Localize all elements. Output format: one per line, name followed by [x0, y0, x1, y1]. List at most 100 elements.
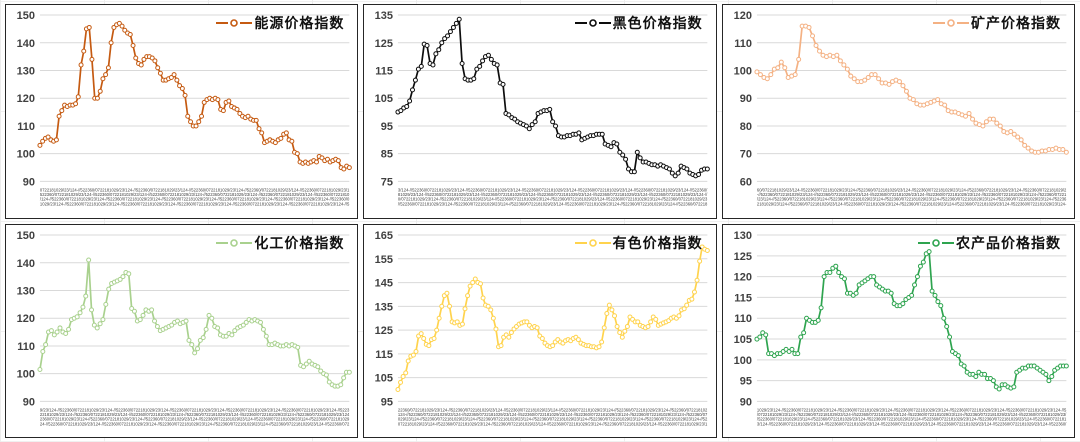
svg-text:155: 155 — [375, 253, 393, 265]
svg-text:135: 135 — [375, 10, 393, 22]
line-chart-minerals: 60 70 80 90 100 110 120 60/0722181029/23/124-//… — [733, 10, 1069, 206]
legend-label: 能源价格指数 — [254, 15, 345, 31]
svg-text:135: 135 — [375, 301, 393, 313]
svg-text:-//522360/0722181029/23/124-//: -//522360/0722181029/23/124-//522360/072… — [757, 192, 1067, 197]
svg-text:150: 150 — [17, 10, 35, 22]
svg-text:3/124-//522360/0722181029/23/1: 3/124-//522360/0722181029/23/124-//52236… — [757, 421, 1067, 426]
legend-line-marker-icon — [574, 19, 611, 27]
legend-label: 有色价格指数 — [612, 234, 703, 251]
line-chart-agriculture: 90 95 100 105 110 115 120 125 130 1029/23/124-//5… — [733, 230, 1069, 426]
svg-text:70: 70 — [739, 149, 751, 161]
svg-text:2360/0722181029/23/124-//52236: 2360/0722181029/23/124-//522360/07221810… — [40, 416, 350, 421]
svg-text:110: 110 — [734, 313, 752, 325]
svg-text:2181029/23/124-//522360/072218: 2181029/23/124-//522360/0722181029/23/12… — [757, 201, 1067, 206]
svg-text:9/23/124-//522360/0722181029/2: 9/23/124-//522360/0722181029/23/124-//52… — [40, 407, 350, 412]
legend-label: 农产品价格指数 — [956, 234, 1061, 251]
svg-text:/522360/0722181029/23/124-//52: /522360/0722181029/23/124-//522360/07221… — [757, 416, 1067, 421]
svg-text:165: 165 — [375, 230, 393, 242]
svg-text:95: 95 — [381, 396, 393, 408]
svg-text:75: 75 — [381, 176, 393, 188]
svg-text:120: 120 — [17, 313, 35, 325]
svg-text:522360/0722181029/23/124-//522: 522360/0722181029/23/124-//522360/072218… — [40, 192, 350, 197]
svg-text:22181029/23/124-//522360/07221: 22181029/23/124-//522360/0722181029/23/1… — [40, 412, 350, 417]
svg-text:150: 150 — [17, 230, 35, 242]
svg-text:22360/0722181029/23/124-//5223: 22360/0722181029/23/124-//522360/0722181… — [398, 407, 708, 412]
legend-nonferrous: 有色价格指数 — [574, 233, 703, 253]
svg-text:100: 100 — [17, 149, 35, 161]
legend-chemicals: 化工价格指数 — [215, 233, 344, 253]
chart-panel-nonferrous: 有色价格指数 95 105 115 125 135 145 155 165 22360/0722… — [363, 223, 717, 438]
legend-minerals: 矿产价格指数 — [932, 13, 1061, 33]
svg-text:115: 115 — [376, 348, 394, 360]
svg-text:80: 80 — [739, 121, 751, 133]
svg-text:125: 125 — [733, 250, 751, 262]
svg-text:60: 60 — [739, 176, 751, 188]
svg-text:0/0722181029/23/124-//522360/0: 0/0722181029/23/124-//522360/0722181029/… — [398, 197, 708, 202]
line-chart-ferrous: 75 85 95 105 115 125 135 3/124-//522360/0722181… — [375, 10, 711, 206]
svg-text:24-//522360/0722181029/23/124-: 24-//522360/0722181029/23/124-//522360/0… — [40, 421, 350, 426]
svg-text:95: 95 — [739, 375, 751, 387]
svg-text:0722181029/23/124-//522360/072: 0722181029/23/124-//522360/0722181029/23… — [398, 421, 708, 426]
svg-text:/23/124-//522360/0722181029/23: /23/124-//522360/0722181029/23/124-//522… — [757, 197, 1067, 202]
svg-text:115: 115 — [734, 292, 752, 304]
svg-text:140: 140 — [17, 257, 35, 269]
svg-text:1029/23/124-//522360/072218102: 1029/23/124-//522360/0722181029/23/124-/… — [40, 201, 350, 206]
legend-line-marker-icon — [216, 19, 253, 27]
svg-text:145: 145 — [375, 277, 393, 289]
svg-text:110: 110 — [17, 340, 35, 352]
legend-energy: 能源价格指数 — [215, 13, 344, 33]
svg-text:110: 110 — [734, 38, 752, 50]
svg-text:110: 110 — [17, 121, 35, 133]
svg-text:100: 100 — [733, 354, 751, 366]
legend-line-marker-icon — [216, 238, 253, 247]
svg-text:/124-//522360/0722181029/23/12: /124-//522360/0722181029/23/124-//522360… — [40, 197, 350, 202]
svg-text:130: 130 — [733, 230, 751, 242]
line-chart-chemicals: 90 100 110 120 130 140 150 9/23/124-//522360/07… — [17, 230, 352, 426]
svg-text:81029/23/124-//522360/07221810: 81029/23/124-//522360/0722181029/23/124-… — [398, 192, 708, 197]
chart-panel-ferrous: 黑色价格指数 75 85 95 105 115 125 135 3/124-//522360/… — [363, 4, 717, 219]
svg-text://522360/0722181029/23/124-//5: //522360/0722181029/23/124-//522360/0722… — [398, 201, 708, 206]
svg-text:130: 130 — [17, 285, 35, 297]
svg-text:1029/23/124-//522360/072218102: 1029/23/124-//522360/0722181029/23/124-/… — [757, 407, 1067, 412]
svg-text:3/124-//522360/0722181029/23/1: 3/124-//522360/0722181029/23/124-//52236… — [398, 187, 708, 192]
svg-text:130: 130 — [17, 65, 35, 77]
legend-label: 化工价格指数 — [254, 234, 345, 251]
chart-panel-chemicals: 化工价格指数 90 100 110 120 130 140 150 9/23/124-//52… — [5, 223, 359, 438]
legend-label: 黑色价格指数 — [612, 15, 703, 31]
legend-ferrous: 黑色价格指数 — [574, 13, 703, 33]
legend-label: 矿产价格指数 — [971, 15, 1061, 31]
line-chart-energy: 90 100 110 120 130 140 150 0722181029/23/124-//… — [17, 10, 352, 206]
svg-text:105: 105 — [375, 372, 393, 384]
svg-text:90: 90 — [739, 93, 751, 105]
svg-text:105: 105 — [733, 334, 751, 346]
svg-text:120: 120 — [733, 271, 751, 283]
chart-panel-agriculture: 农产品价格指数 90 95 100 105 110 115 120 125 130 1029/23… — [721, 223, 1075, 438]
svg-text:100: 100 — [17, 368, 35, 380]
svg-text:105: 105 — [375, 93, 393, 105]
svg-text:85: 85 — [381, 149, 393, 161]
svg-text:125: 125 — [375, 38, 393, 50]
chart-panel-energy: 能源价格指数 90 100 110 120 130 140 150 0722181029/23… — [5, 4, 359, 219]
svg-text:124-//522360/0722181029/23/124: 124-//522360/0722181029/23/124-//522360/… — [398, 412, 708, 417]
svg-text:100: 100 — [733, 65, 751, 77]
svg-text:115: 115 — [376, 65, 394, 77]
svg-text:90: 90 — [23, 176, 35, 188]
legend-line-marker-icon — [933, 19, 969, 27]
svg-text:120: 120 — [733, 10, 751, 22]
svg-text:95: 95 — [381, 121, 393, 133]
chart-panel-minerals: 矿产价格指数 60 70 80 90 100 110 120 60/0722181029/23… — [721, 4, 1075, 219]
svg-text:/0722181029/23/124-//522360/07: /0722181029/23/124-//522360/0722181029/2… — [757, 412, 1067, 417]
svg-text:029/23/124-//522360/0722181029: 029/23/124-//522360/0722181029/23/124-//… — [398, 416, 708, 421]
svg-text:0722181029/23/124-//522360/072: 0722181029/23/124-//522360/0722181029/23… — [40, 187, 350, 192]
legend-line-marker-icon — [918, 238, 954, 247]
svg-text:60/0722181029/23/124-//522360/: 60/0722181029/23/124-//522360/0722181029… — [757, 187, 1067, 192]
svg-text:90: 90 — [739, 396, 751, 408]
svg-text:120: 120 — [17, 93, 35, 105]
line-chart-nonferrous: 95 105 115 125 135 145 155 165 22360/0722181029/… — [375, 230, 711, 426]
svg-text:125: 125 — [375, 325, 393, 337]
svg-text:140: 140 — [17, 38, 35, 50]
legend-line-marker-icon — [574, 238, 611, 247]
legend-agriculture: 农产品价格指数 — [917, 233, 1061, 253]
svg-text:90: 90 — [23, 396, 35, 408]
